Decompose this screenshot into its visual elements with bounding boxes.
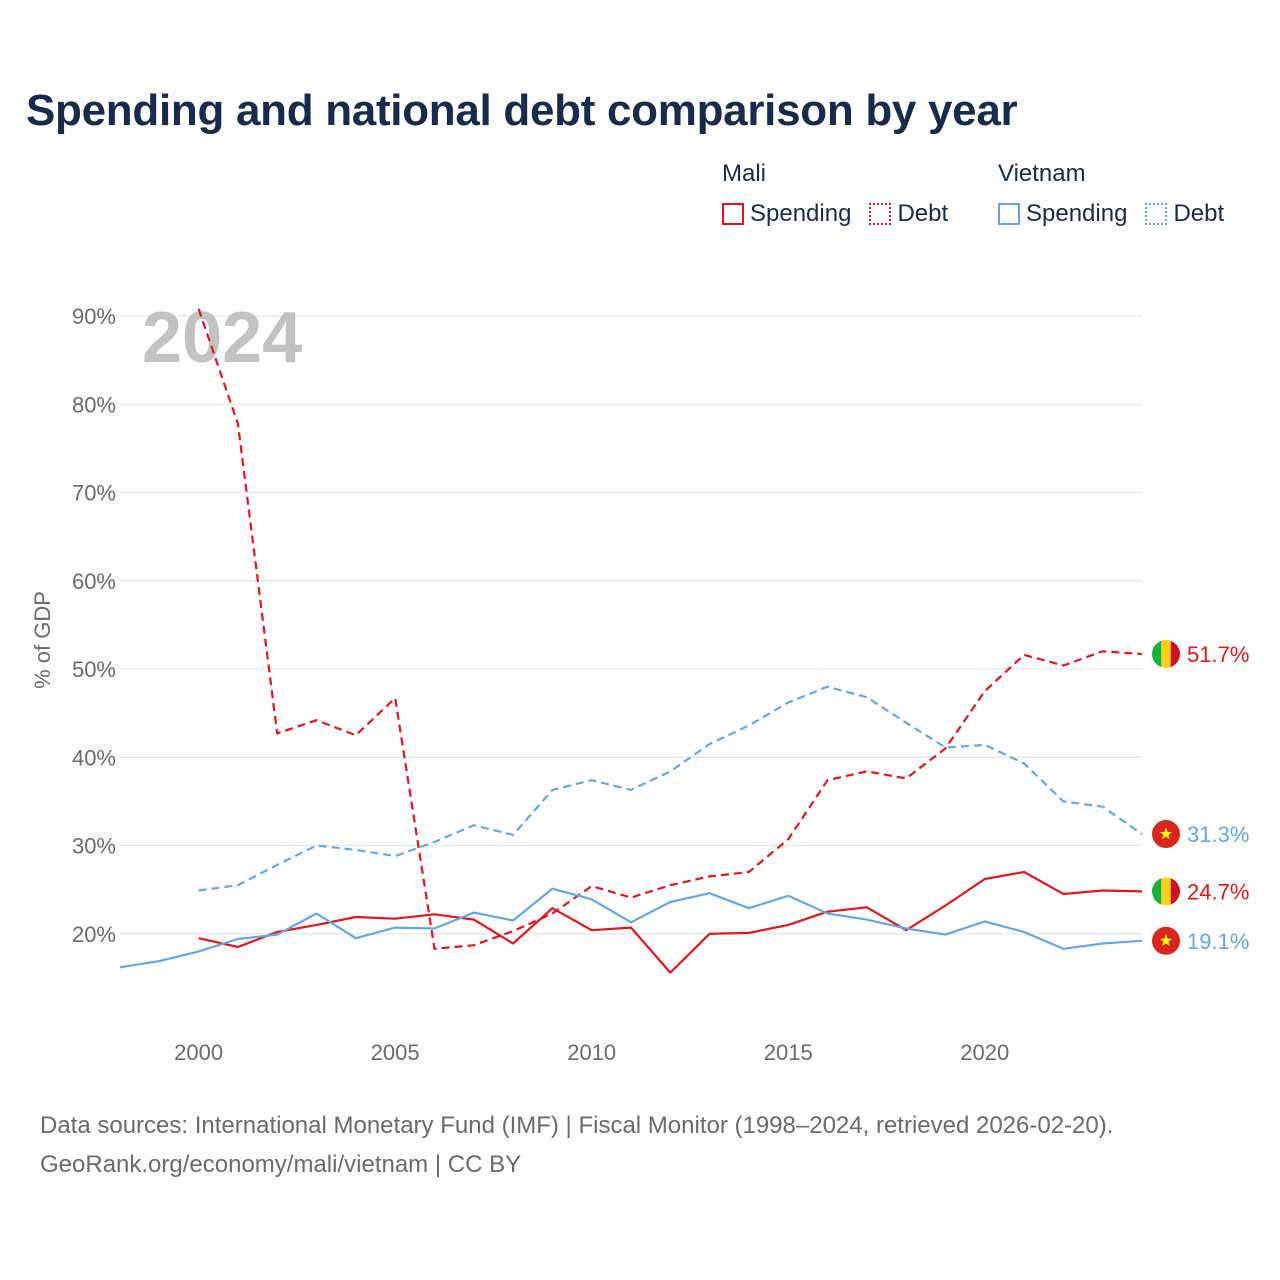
credit-link[interactable]: GeoRank.org/economy/mali/vietnam | CC BY (40, 1151, 522, 1178)
series-line-mali-spending[interactable] (198, 870, 1143, 974)
y-tick-label: 70% (72, 481, 116, 506)
x-tick-label: 2015 (764, 1040, 813, 1065)
y-tick-label: 60% (72, 569, 116, 594)
legend-country-vietnam: Vietnam (998, 160, 1086, 187)
y-tick-label: 20% (72, 922, 116, 947)
axes: 20% 30% 40% 50% 60% 70% 80% 90% 2000 2005 2010 2015… (30, 304, 1009, 1065)
y-tick-label: 40% (72, 745, 116, 770)
legend-mali-debt[interactable]: Debt (869, 200, 948, 228)
y-tick-label: 80% (72, 392, 116, 417)
legend-swatch-mali-debt (869, 203, 892, 225)
legend-mali: Mali Spending Debt (722, 160, 948, 228)
series-lines (119, 308, 1143, 974)
end-value-label: 19.1% (1187, 929, 1249, 954)
y-tick-label: 90% (72, 304, 116, 329)
y-tick-label: 50% (72, 657, 116, 682)
legend-swatch-vietnam-spending (998, 203, 1020, 225)
series-line-vietnam-debt[interactable] (198, 685, 1143, 892)
legend-label-vietnam-spending: Spending (1026, 200, 1128, 227)
legend-swatch-vietnam-debt (1145, 203, 1168, 225)
year-watermark: 2024 (142, 298, 302, 378)
end-value-label: 24.7% (1187, 879, 1249, 904)
y-axis-label: % of GDP (30, 591, 55, 689)
legend-vietnam: Vietnam Spending Debt (998, 160, 1224, 228)
vietnam-flag-icon (1152, 820, 1180, 849)
data-sources: Data sources: International Monetary Fun… (40, 1112, 1114, 1139)
legend-label-vietnam-debt: Debt (1173, 200, 1225, 227)
legend-swatch-mali-spending (722, 203, 744, 225)
end-labels: 51.7% 31.3% 24.7% 19.1% (1152, 639, 1249, 955)
grid (120, 315, 1142, 935)
mali-flag-icon (1152, 639, 1180, 668)
legend-vietnam-spending[interactable]: Spending (998, 200, 1127, 228)
series-line-vietnam-spending[interactable] (119, 887, 1143, 969)
page-title: Spending and national debt comparison by… (26, 86, 1018, 135)
series-line-mali-debt[interactable] (197, 308, 1143, 950)
mali-flag-icon (1152, 877, 1180, 906)
vietnam-flag-icon (1152, 926, 1180, 955)
footer: Data sources: International Monetary Fun… (40, 1106, 1113, 1184)
legend-vietnam-debt[interactable]: Debt (1145, 200, 1224, 228)
legend-mali-spending[interactable]: Spending (722, 200, 851, 228)
x-tick-label: 2020 (960, 1040, 1009, 1065)
end-value-label: 31.3% (1187, 822, 1249, 847)
legend-country-mali: Mali (722, 160, 767, 187)
y-tick-label: 30% (72, 834, 116, 859)
x-tick-label: 2000 (174, 1040, 223, 1065)
legend-label-mali-spending: Spending (750, 200, 852, 227)
legend-label-mali-debt: Debt (897, 200, 949, 227)
end-value-label: 51.7% (1187, 642, 1249, 667)
x-tick-label: 2005 (371, 1040, 420, 1065)
x-tick-label: 2010 (567, 1040, 616, 1065)
